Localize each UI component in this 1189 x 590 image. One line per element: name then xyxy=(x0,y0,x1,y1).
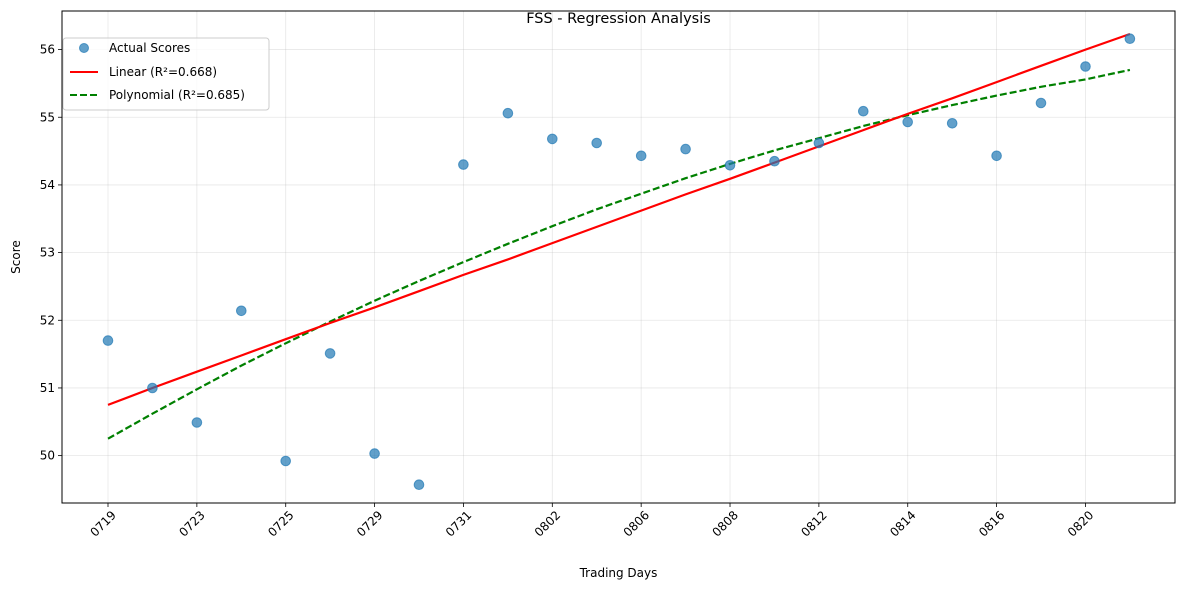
y-axis-title: Score xyxy=(9,240,23,274)
plot-frame xyxy=(61,10,1176,504)
legend-label-polynomial: Polynomial (R²=0.685) xyxy=(109,88,245,102)
linear-fit-layer xyxy=(107,32,1131,406)
scatter-points xyxy=(102,33,1136,491)
scatter-point xyxy=(635,150,647,162)
scatter-point xyxy=(724,160,736,171)
scatter-point xyxy=(902,116,914,128)
scatter-point xyxy=(680,143,691,155)
scatter-point xyxy=(280,455,292,467)
scatter-point xyxy=(1080,61,1091,72)
y-tick-label: 53 xyxy=(40,246,55,260)
scatter-point xyxy=(591,137,603,149)
scatter-point xyxy=(813,137,825,149)
legend: Actual Scores Linear (R²=0.668) Polynomi… xyxy=(62,37,270,111)
linear-fit-line xyxy=(107,32,1131,406)
grid xyxy=(62,11,1175,503)
chart-title: FSS - Regression Analysis xyxy=(526,11,711,27)
x-axis-title: Trading Days xyxy=(579,566,658,580)
legend-label-actual-scores: Actual Scores xyxy=(109,41,190,55)
scatter-point xyxy=(502,107,514,119)
legend-label-linear: Linear (R²=0.668) xyxy=(109,65,217,79)
y-tick-label: 51 xyxy=(40,381,55,395)
scatter-point xyxy=(236,305,247,317)
y-tick-label: 54 xyxy=(40,178,55,192)
scatter-point xyxy=(1035,97,1047,109)
scatter-point xyxy=(458,159,469,170)
y-tick-label: 56 xyxy=(40,43,55,57)
scatter-point xyxy=(858,105,869,117)
scatter-point xyxy=(369,448,380,459)
scatter-point xyxy=(991,150,1002,162)
scatter-point xyxy=(324,348,336,359)
legend-frame xyxy=(62,37,270,111)
y-tick-label: 55 xyxy=(40,110,55,124)
polynomial-fit-layer xyxy=(107,68,1131,440)
scatter-point xyxy=(547,133,558,145)
scatter-point xyxy=(1124,33,1136,45)
scatter-point xyxy=(413,479,425,491)
scatter-point xyxy=(946,118,958,129)
scatter-point xyxy=(102,335,114,346)
scatter-point xyxy=(191,417,203,428)
legend-scatter-marker xyxy=(79,43,89,53)
y-tick-label: 52 xyxy=(40,313,55,327)
polynomial-fit-line xyxy=(107,68,1131,440)
y-tick-label: 50 xyxy=(40,449,55,463)
scatter-point xyxy=(147,382,158,394)
scatter-point xyxy=(769,155,780,167)
y-axis-ticks: 50 51 52 53 54 55 56 xyxy=(40,43,62,463)
